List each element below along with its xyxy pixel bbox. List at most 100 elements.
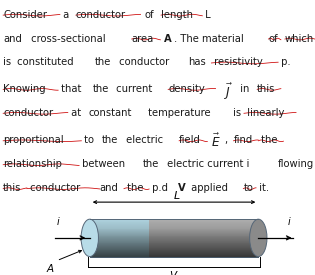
Bar [149, 231, 258, 232]
Text: find: find [233, 135, 253, 145]
Text: constant: constant [89, 108, 132, 118]
Bar [149, 241, 258, 242]
Bar [90, 243, 149, 244]
Bar [90, 256, 149, 257]
Text: is: is [233, 108, 242, 118]
Bar [90, 246, 149, 247]
Bar [149, 256, 258, 257]
Text: relationship: relationship [3, 159, 62, 169]
Bar [90, 220, 149, 221]
Bar [90, 227, 149, 228]
Bar [90, 253, 149, 254]
Bar [149, 225, 258, 226]
Bar [149, 243, 258, 244]
Text: $i$: $i$ [56, 215, 60, 227]
Text: length: length [161, 10, 193, 20]
Text: ,: , [226, 135, 232, 145]
Bar [149, 245, 258, 246]
Text: in: in [237, 84, 253, 94]
Bar [149, 236, 258, 237]
Text: the: the [124, 183, 143, 193]
Text: is: is [3, 57, 11, 67]
Bar [90, 219, 149, 220]
Bar [149, 238, 258, 239]
Bar [149, 246, 258, 247]
Text: Consider: Consider [3, 10, 47, 20]
Text: $\vec{E}$: $\vec{E}$ [211, 133, 221, 150]
Bar [149, 253, 258, 254]
Text: $L$: $L$ [174, 189, 181, 201]
Bar [90, 232, 149, 233]
Text: constituted: constituted [14, 57, 76, 67]
Text: a: a [60, 10, 72, 20]
Bar [90, 239, 149, 240]
Text: temperature: temperature [145, 108, 214, 118]
Text: applied: applied [188, 183, 231, 193]
Bar [149, 240, 258, 241]
Bar [90, 224, 149, 225]
Text: this: this [3, 183, 21, 193]
Text: conductor: conductor [76, 10, 126, 20]
Bar [149, 255, 258, 256]
Text: electric current i: electric current i [164, 159, 252, 169]
Bar [90, 250, 149, 251]
Text: resistivity: resistivity [211, 57, 263, 67]
Bar [90, 247, 149, 248]
Bar [149, 220, 258, 221]
Bar [90, 231, 149, 232]
Bar [149, 251, 258, 252]
Bar [149, 244, 258, 245]
Bar [90, 236, 149, 237]
Bar [149, 223, 258, 224]
Bar [149, 237, 258, 238]
Text: field: field [179, 135, 201, 145]
Bar [149, 221, 258, 222]
Text: L: L [202, 10, 211, 20]
Text: area: area [132, 34, 154, 43]
Bar [90, 229, 149, 230]
Bar [149, 250, 258, 251]
Text: and: and [3, 34, 22, 43]
Text: current: current [113, 84, 156, 94]
Bar [90, 248, 149, 249]
Text: the: the [92, 84, 109, 94]
Text: the: the [102, 135, 118, 145]
Text: the: the [94, 57, 111, 67]
Text: at: at [68, 108, 84, 118]
Bar [149, 254, 258, 255]
Bar [90, 241, 149, 242]
Bar [149, 228, 258, 229]
Bar [149, 252, 258, 253]
Bar [90, 238, 149, 239]
Bar [90, 234, 149, 235]
Bar [149, 227, 258, 228]
Bar [90, 240, 149, 241]
Bar [90, 244, 149, 245]
Text: to: to [243, 183, 253, 193]
Text: V: V [178, 183, 186, 193]
Bar [149, 233, 258, 234]
Text: conductor: conductor [3, 108, 53, 118]
Text: proportional: proportional [3, 135, 64, 145]
Text: p.d: p.d [149, 183, 171, 193]
Text: conductor: conductor [116, 57, 172, 67]
Bar [90, 235, 149, 236]
Text: Knowing: Knowing [3, 84, 46, 94]
Text: which: which [285, 34, 314, 43]
Text: linearly: linearly [244, 108, 284, 118]
Ellipse shape [81, 219, 98, 257]
Bar [90, 255, 149, 256]
Bar [90, 233, 149, 234]
Text: . The material: . The material [175, 34, 247, 43]
Text: it.: it. [256, 183, 269, 193]
Text: $A$: $A$ [46, 262, 55, 274]
Ellipse shape [250, 219, 267, 257]
Text: conductor: conductor [27, 183, 83, 193]
Bar [90, 223, 149, 224]
Bar [90, 254, 149, 255]
Text: $i$: $i$ [288, 215, 292, 227]
Bar [149, 219, 258, 220]
Bar [90, 251, 149, 252]
Bar [90, 252, 149, 253]
Text: the: the [258, 135, 278, 145]
